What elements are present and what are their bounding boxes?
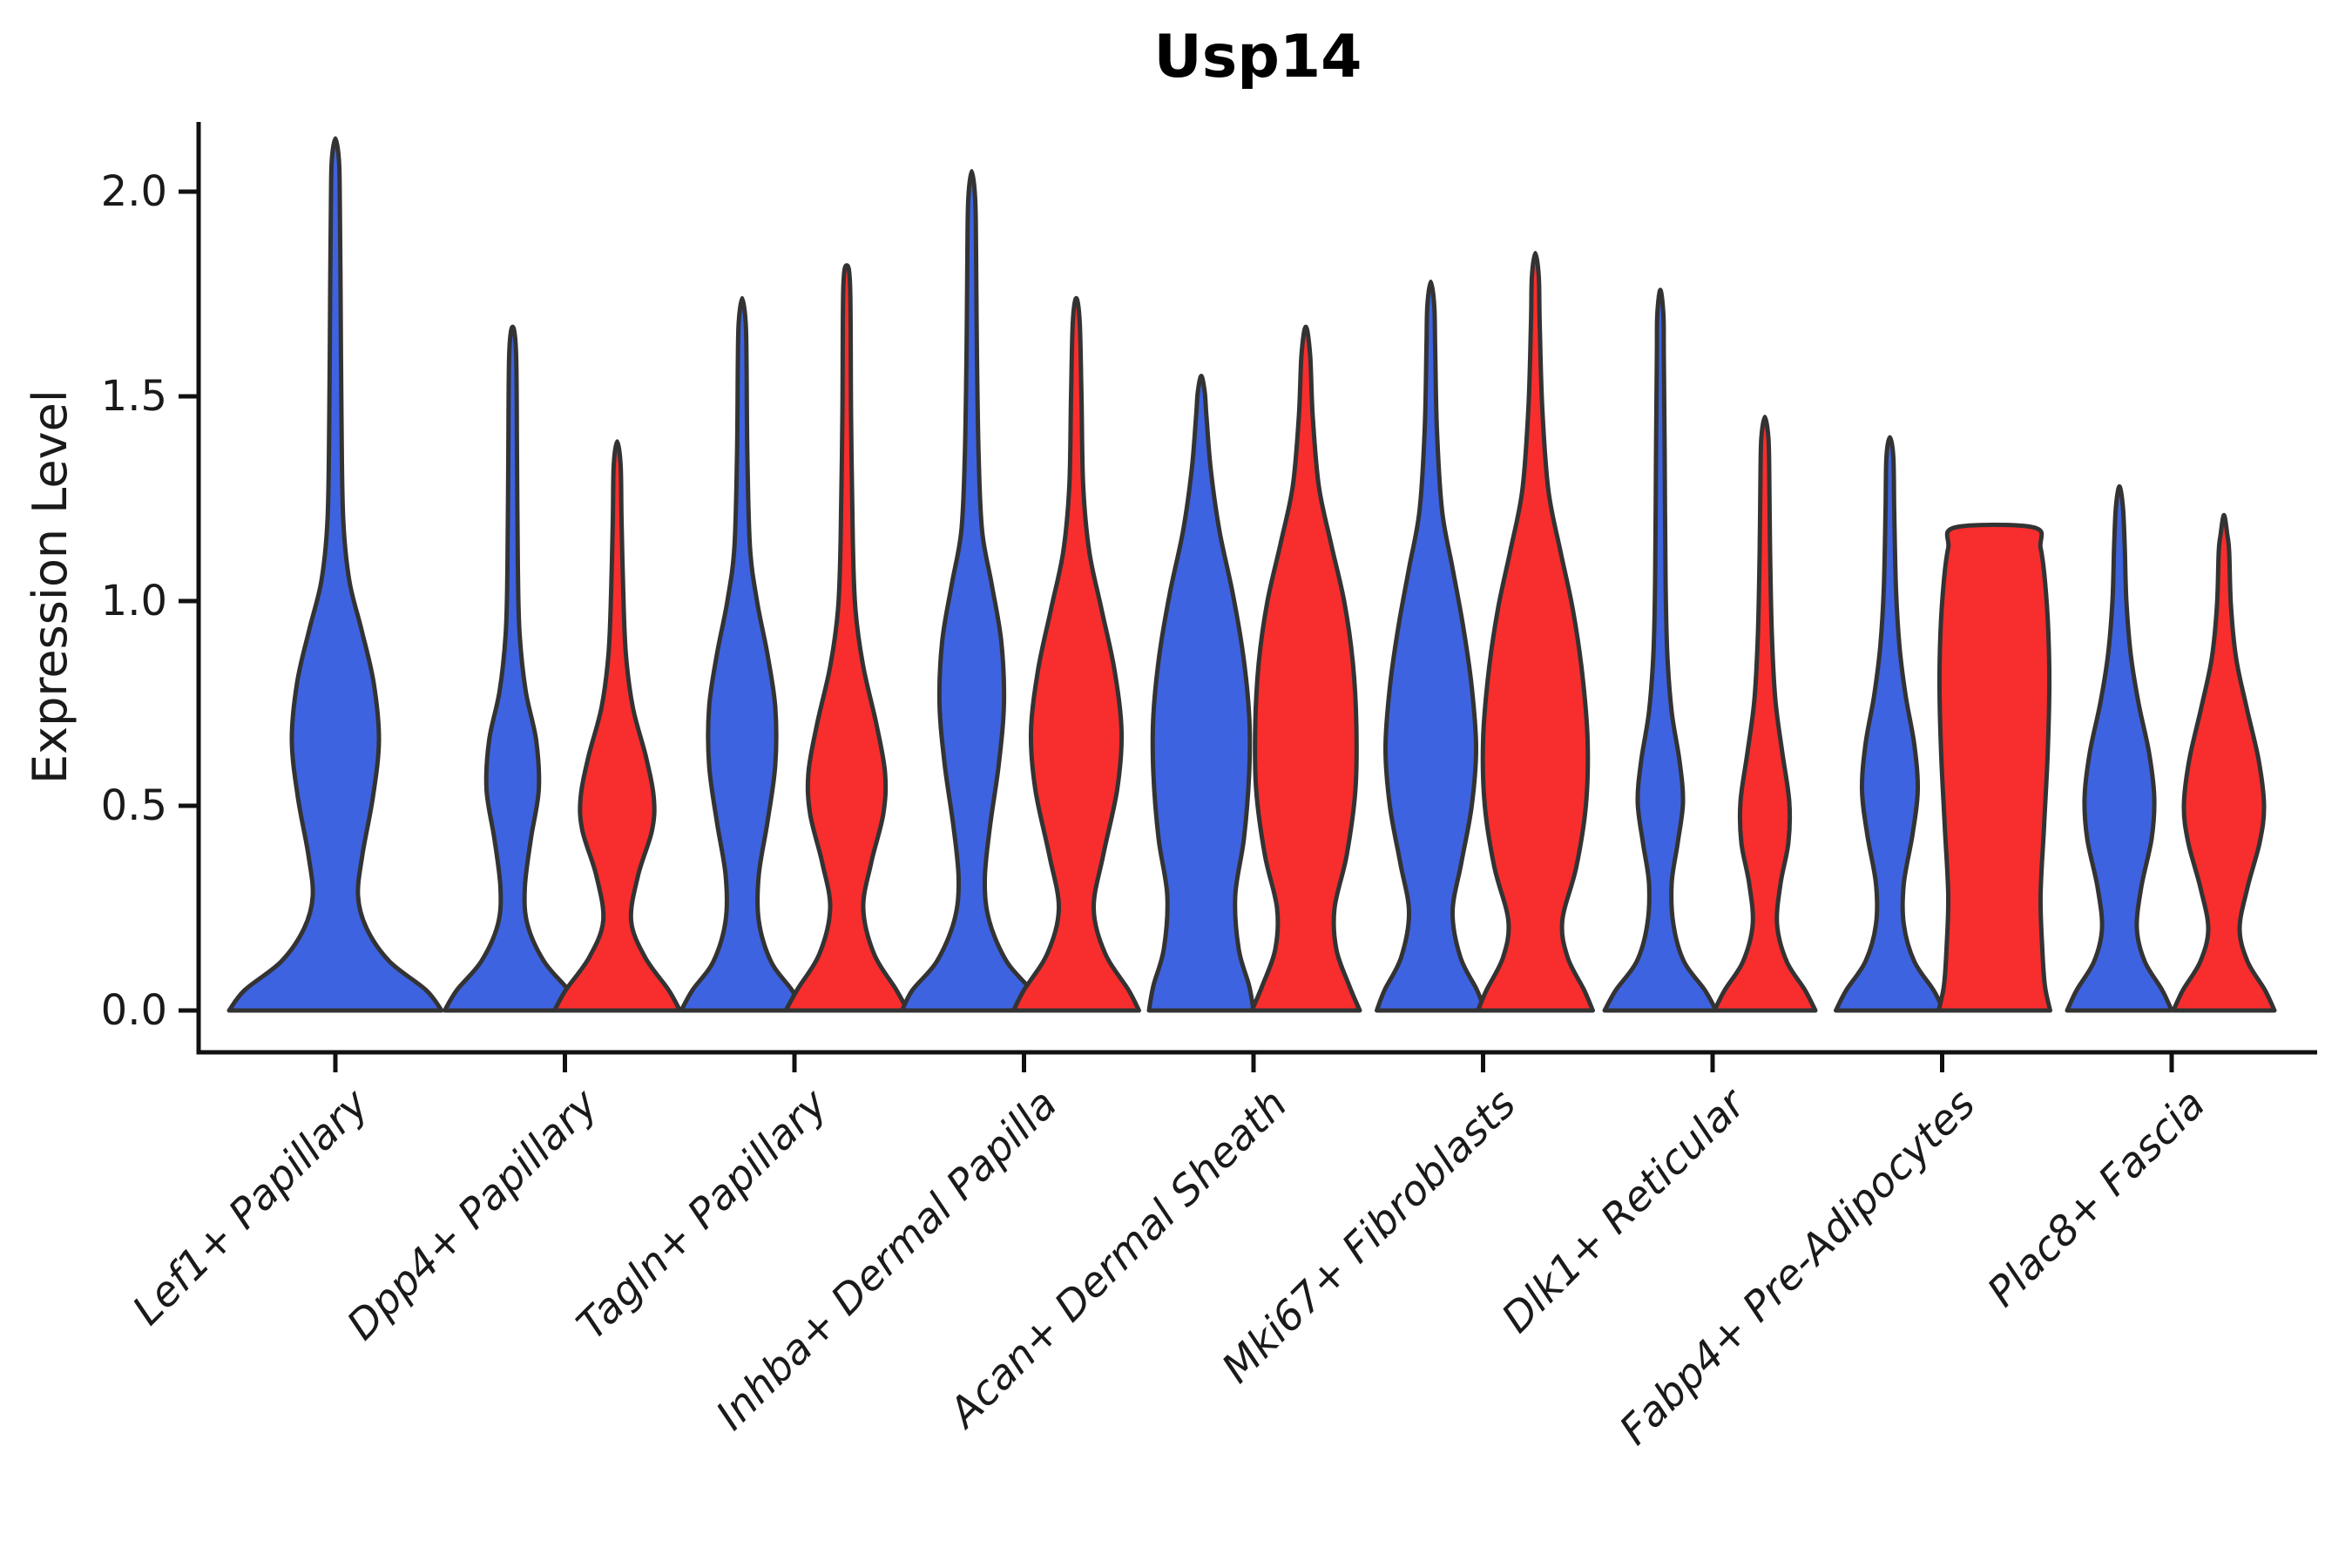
chart-title: Usp14	[1153, 23, 1362, 91]
y-tick-label-1.5: 1.5	[100, 372, 167, 421]
x-tick-label-wrap-plac8-fascia: Plac8+ Fascia	[1466, 1080, 2214, 1316]
violin-dpp4-papillary-red	[552, 439, 682, 1013]
violin-plac8-fascia-blue	[2065, 483, 2174, 1013]
violin-plac8-fascia-red	[2171, 512, 2277, 1013]
violin-tagln-papillary-red	[783, 263, 910, 1013]
y-tick-label-2.0: 2.0	[100, 167, 167, 216]
violin-tagln-papillary-blue	[679, 295, 806, 1013]
violin-dlk1-reticular-blue	[1602, 287, 1719, 1013]
y-tick-label-0.0: 0.0	[100, 986, 167, 1035]
violin-dpp4-papillary-blue	[443, 324, 583, 1013]
violin-inhba-dermal-papilla-blue	[900, 169, 1044, 1013]
violin-acan-dermal-sheath-red	[1249, 324, 1362, 1013]
violin-mki67-fibroblasts-blue	[1375, 279, 1487, 1013]
y-tick-label-0.5: 0.5	[100, 781, 167, 830]
violin-acan-dermal-sheath-blue	[1146, 374, 1256, 1013]
violin-mki67-fibroblasts-red	[1476, 251, 1595, 1013]
y-tick-label-1.0: 1.0	[100, 577, 167, 625]
violin-dlk1-reticular-red	[1712, 415, 1818, 1013]
violin-lef1-papillary-blue	[226, 136, 444, 1013]
violin-inhba-dermal-papilla-red	[1011, 295, 1141, 1013]
violin-fabp4-pre-adipocytes-red	[1936, 522, 2052, 1013]
violin-fabp4-pre-adipocytes-blue	[1834, 435, 1946, 1013]
